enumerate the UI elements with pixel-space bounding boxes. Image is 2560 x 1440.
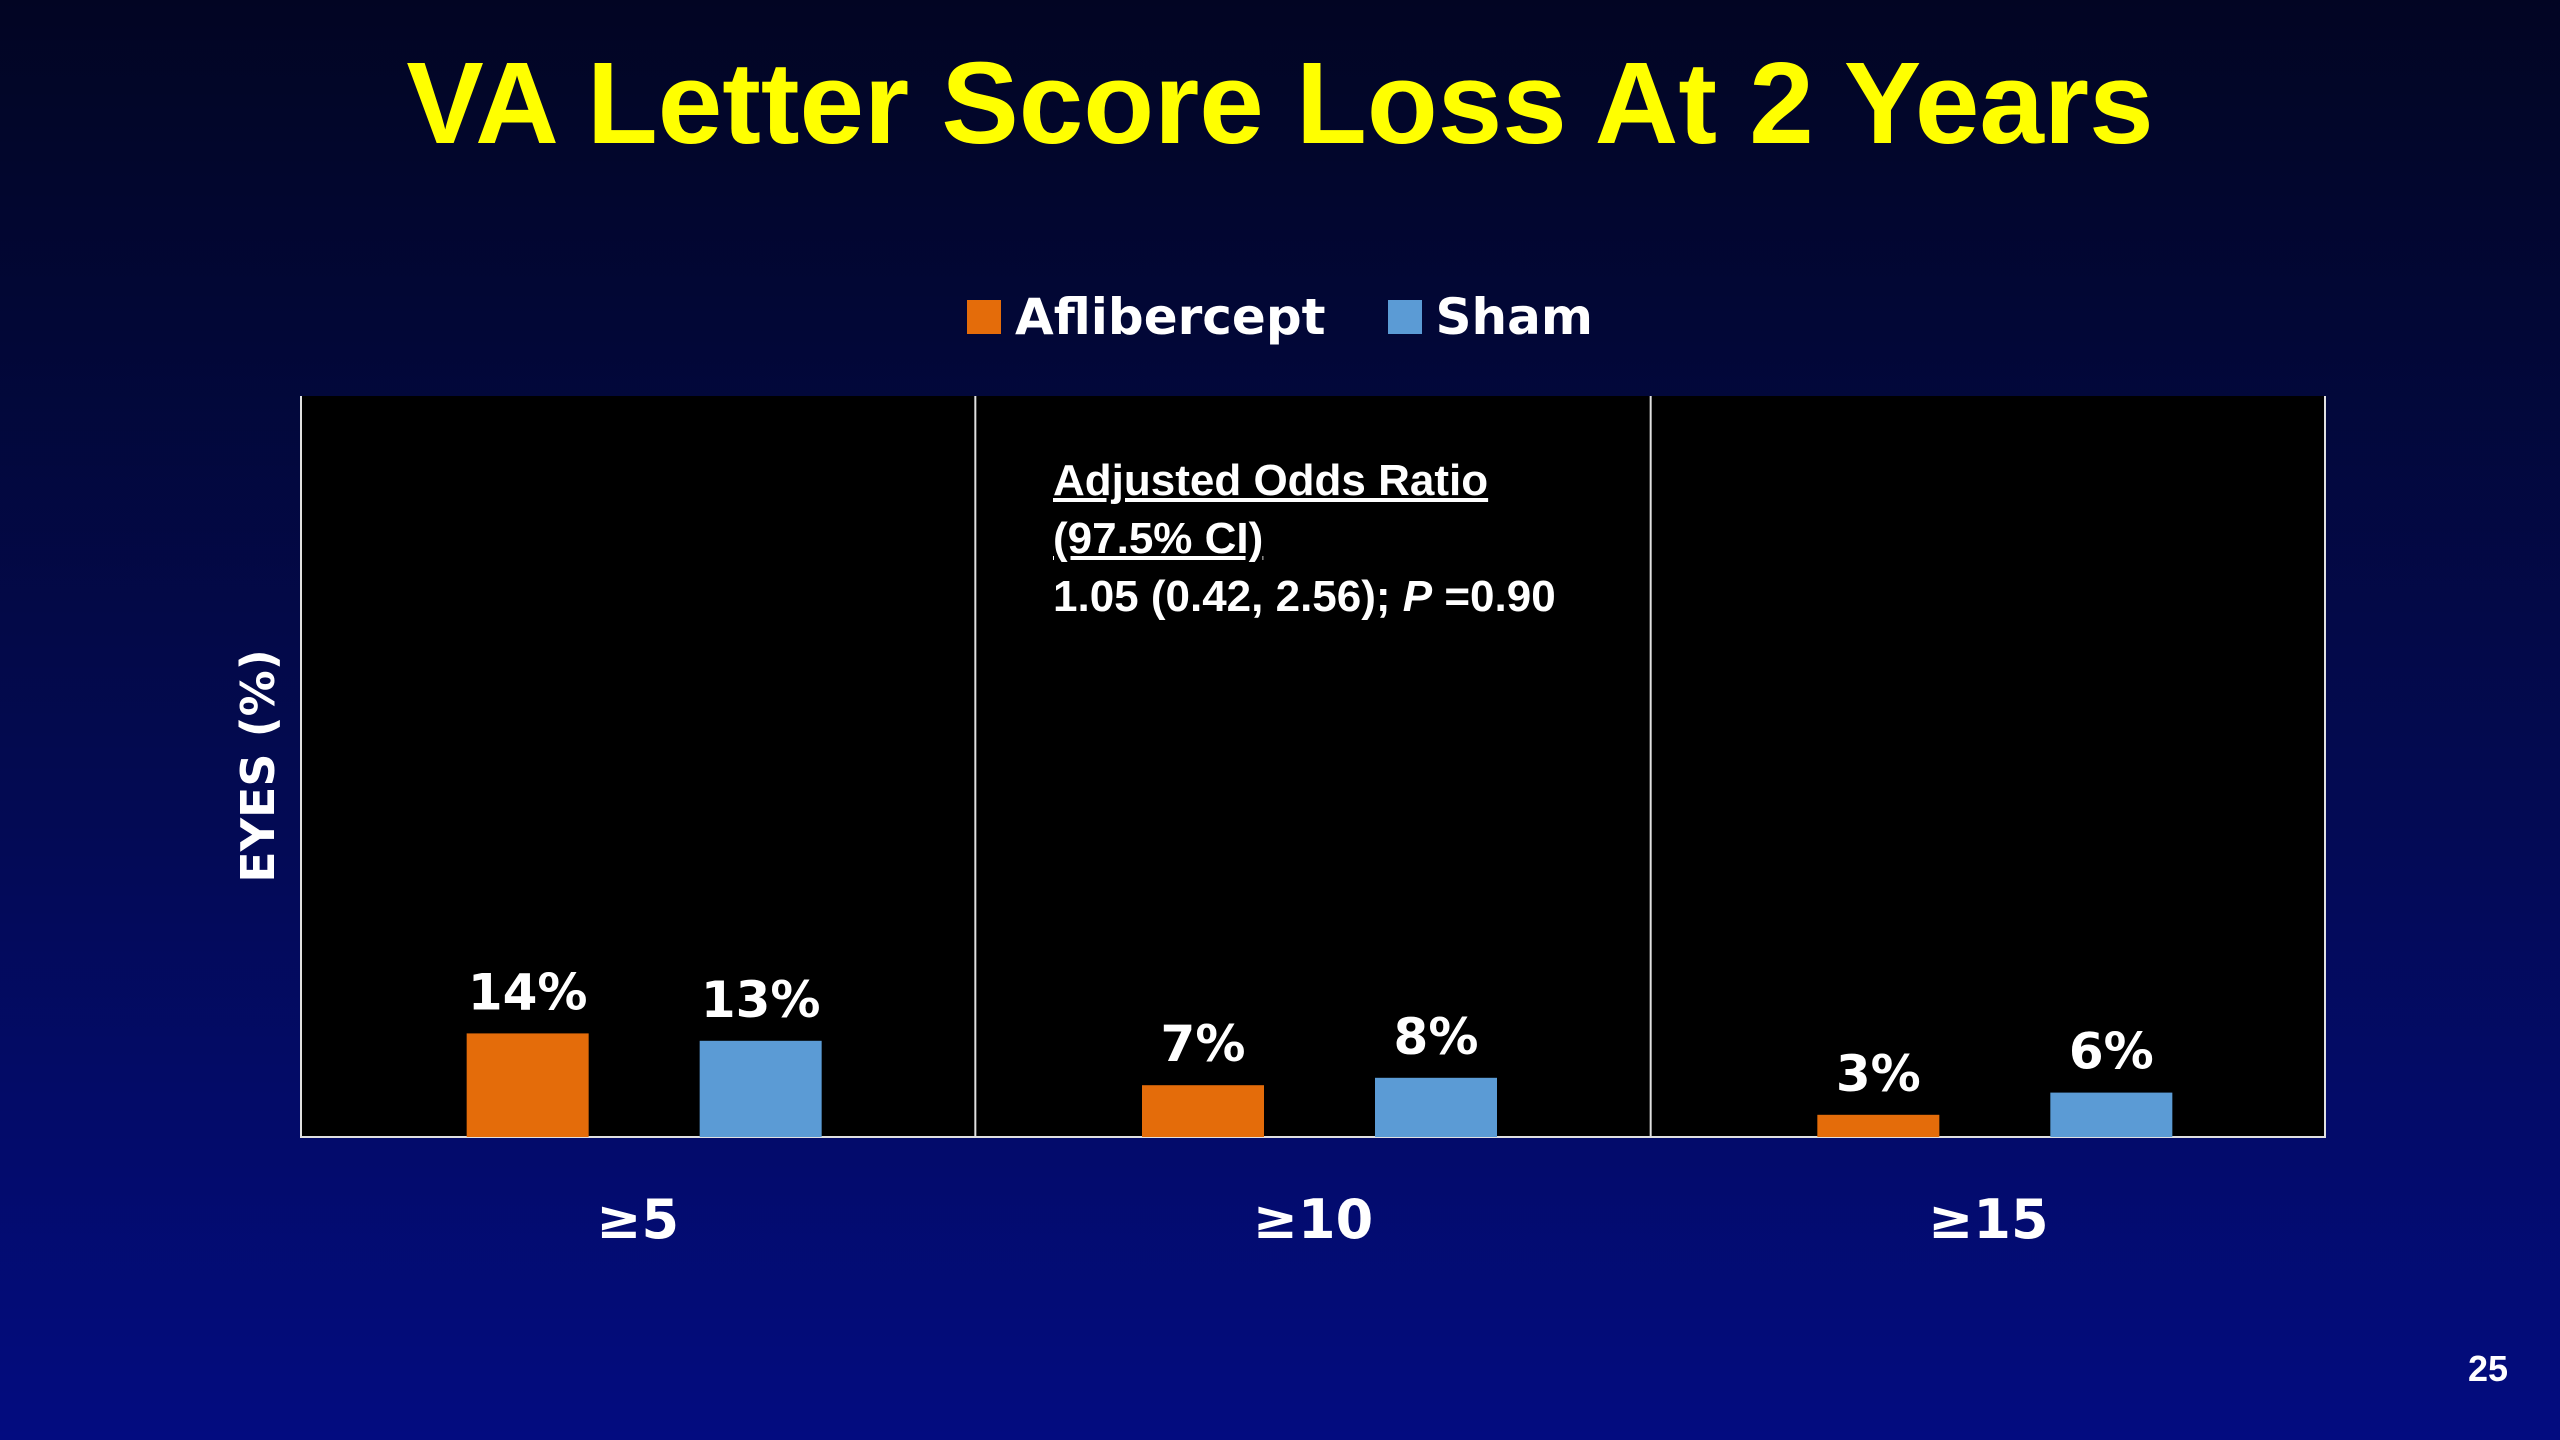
bar-aflibercept-3 — [1817, 1114, 1940, 1137]
data-label-aflibercept-2: 7% — [1161, 1015, 1246, 1073]
data-label-sham-1: 13% — [701, 971, 821, 1029]
x-tick-label-2: ≥10 — [1253, 1188, 1373, 1251]
annotation-ratio: 1.05 (0.42, 2.56); — [1053, 572, 1403, 621]
legend-label-aflibercept: Aflibercept — [1015, 288, 1326, 346]
annotation-p-value: =0.90 — [1432, 572, 1556, 621]
bar-sham-3 — [2050, 1092, 2173, 1137]
x-tick-label-1: ≥5 — [596, 1188, 679, 1251]
plot-area — [300, 396, 2326, 1138]
data-label-aflibercept-1: 14% — [468, 963, 588, 1021]
legend-item-sham: Sham — [1387, 282, 1593, 352]
chart-legend: Aflibercept Sham — [0, 282, 2560, 352]
bar-aflibercept-1 — [466, 1033, 589, 1137]
bar-aflibercept-2 — [1142, 1085, 1264, 1137]
legend-item-aflibercept: Aflibercept — [967, 282, 1326, 352]
bar-sham-2 — [1375, 1077, 1497, 1137]
slide-title: VA Letter Score Loss At 2 Years — [406, 38, 2154, 168]
odds-ratio-annotation: Adjusted Odds Ratio (97.5% CI) 1.05 (0.4… — [1053, 452, 1556, 626]
legend-swatch-aflibercept — [967, 300, 1002, 334]
annotation-p-symbol: P — [1402, 572, 1433, 621]
legend-swatch-sham — [1387, 300, 1422, 334]
x-tick-label-3: ≥15 — [1928, 1188, 2048, 1251]
data-label-sham-2: 8% — [1394, 1008, 1479, 1066]
data-label-aflibercept-3: 3% — [1836, 1045, 1921, 1103]
annotation-heading: Adjusted Odds Ratio — [1053, 456, 1489, 505]
bar-sham-1 — [699, 1040, 822, 1137]
legend-label-sham: Sham — [1435, 288, 1593, 346]
data-label-sham-3: 6% — [2069, 1023, 2154, 1081]
annotation-ci-label: (97.5% CI) — [1053, 514, 1264, 563]
page-number: 25 — [2467, 1348, 2508, 1389]
annotation-value: 1.05 (0.42, 2.56); P =0.90 — [1053, 568, 1556, 626]
